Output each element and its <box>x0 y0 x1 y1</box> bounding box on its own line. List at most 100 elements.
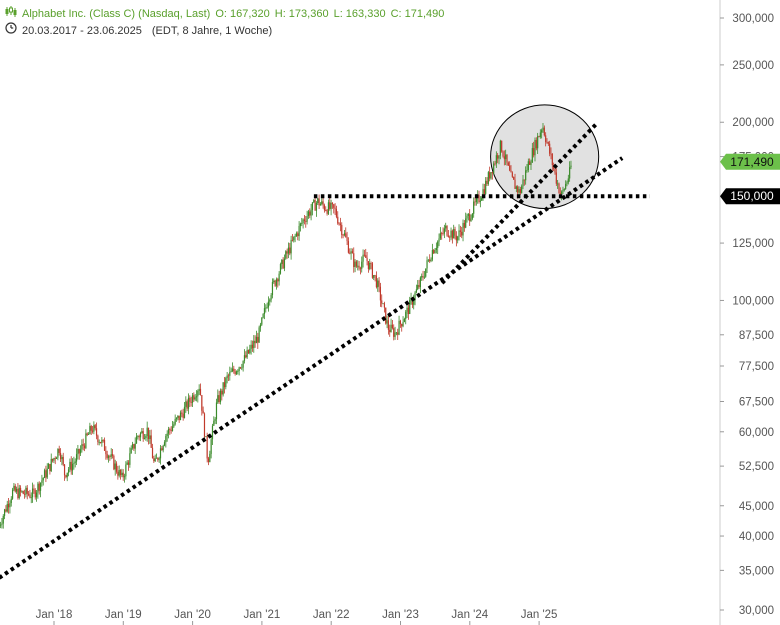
candle <box>103 437 106 452</box>
candle <box>117 465 119 480</box>
candle <box>491 171 493 180</box>
candle <box>150 429 152 448</box>
candle <box>235 370 238 375</box>
candle <box>43 468 46 479</box>
candle <box>397 328 399 340</box>
candle <box>346 231 348 246</box>
candle <box>283 254 286 272</box>
trendline-long-term-support[interactable] <box>0 156 624 580</box>
y-tick-label: 300,000 <box>732 13 774 25</box>
candle <box>94 423 96 431</box>
candle <box>194 394 196 402</box>
candle <box>478 190 480 204</box>
candle <box>225 376 227 390</box>
candle <box>371 262 374 279</box>
candle <box>166 430 168 442</box>
open-value: O: 167,320 <box>215 8 270 20</box>
candle <box>389 324 391 337</box>
y-tick-label: 77,500 <box>739 361 774 373</box>
candle <box>399 319 401 328</box>
candle <box>59 448 62 463</box>
candle <box>546 138 548 144</box>
candle <box>151 443 154 459</box>
candle <box>165 433 167 448</box>
candle <box>482 183 484 201</box>
candle <box>159 444 162 465</box>
candle <box>301 217 303 227</box>
candle <box>246 346 248 359</box>
candle <box>75 448 78 466</box>
candle <box>498 155 500 165</box>
candle <box>25 485 27 498</box>
high-value: H: 173,360 <box>274 8 329 20</box>
candle <box>234 368 236 376</box>
candle <box>454 226 456 240</box>
candle <box>515 185 517 193</box>
candle <box>174 414 176 426</box>
candle <box>81 439 83 453</box>
candle <box>270 293 272 303</box>
y-tick-label: 125,000 <box>732 238 774 250</box>
candle <box>286 248 288 259</box>
x-tick-label: Jan '24 <box>451 609 488 621</box>
candle <box>463 220 465 232</box>
candle <box>419 276 421 294</box>
candle <box>362 249 364 268</box>
candle <box>15 486 18 494</box>
candle <box>202 406 204 414</box>
candle <box>379 282 382 307</box>
candle <box>393 324 395 341</box>
candle <box>398 315 400 336</box>
y-tick-label: 40,000 <box>739 531 774 543</box>
candle <box>241 363 243 371</box>
candle <box>62 452 64 467</box>
candle <box>415 284 417 294</box>
candle <box>313 198 315 204</box>
candle <box>523 179 525 186</box>
y-tick-label: 30,000 <box>739 605 774 617</box>
candle <box>473 197 475 218</box>
candle <box>323 203 326 213</box>
candle <box>193 392 195 402</box>
candle <box>391 320 393 330</box>
candle <box>26 485 28 500</box>
candle <box>58 445 60 456</box>
candle <box>230 367 232 373</box>
candle <box>9 500 11 514</box>
candle <box>294 233 296 243</box>
candle <box>147 427 150 445</box>
candle <box>265 304 267 313</box>
candle <box>273 278 275 284</box>
candle <box>126 460 128 466</box>
candle <box>542 122 544 133</box>
candle <box>195 390 198 402</box>
candle <box>527 158 529 173</box>
trendline-short-term-support[interactable] <box>440 120 600 285</box>
clock-icon <box>5 22 19 37</box>
candle <box>485 177 487 195</box>
candle <box>481 196 483 201</box>
candle <box>551 153 553 172</box>
candle <box>383 301 386 313</box>
candle <box>219 388 222 405</box>
candle <box>503 150 505 166</box>
candle <box>423 271 425 279</box>
candle <box>341 222 343 239</box>
candle <box>13 483 15 492</box>
candle <box>469 209 471 226</box>
candle <box>57 448 59 461</box>
candle <box>455 231 457 247</box>
candle <box>382 303 384 305</box>
chart-header-range: 20.03.2017 - 23.06.2025 (EDT, 8 Jahre, 1 … <box>5 22 272 37</box>
candle <box>61 454 63 466</box>
candle <box>42 477 44 486</box>
candle <box>558 182 560 194</box>
candle <box>251 340 254 352</box>
candle <box>39 482 42 498</box>
candle <box>207 456 210 466</box>
candle <box>422 270 424 281</box>
candle <box>154 454 156 463</box>
candle <box>171 421 174 432</box>
candle <box>23 489 26 499</box>
